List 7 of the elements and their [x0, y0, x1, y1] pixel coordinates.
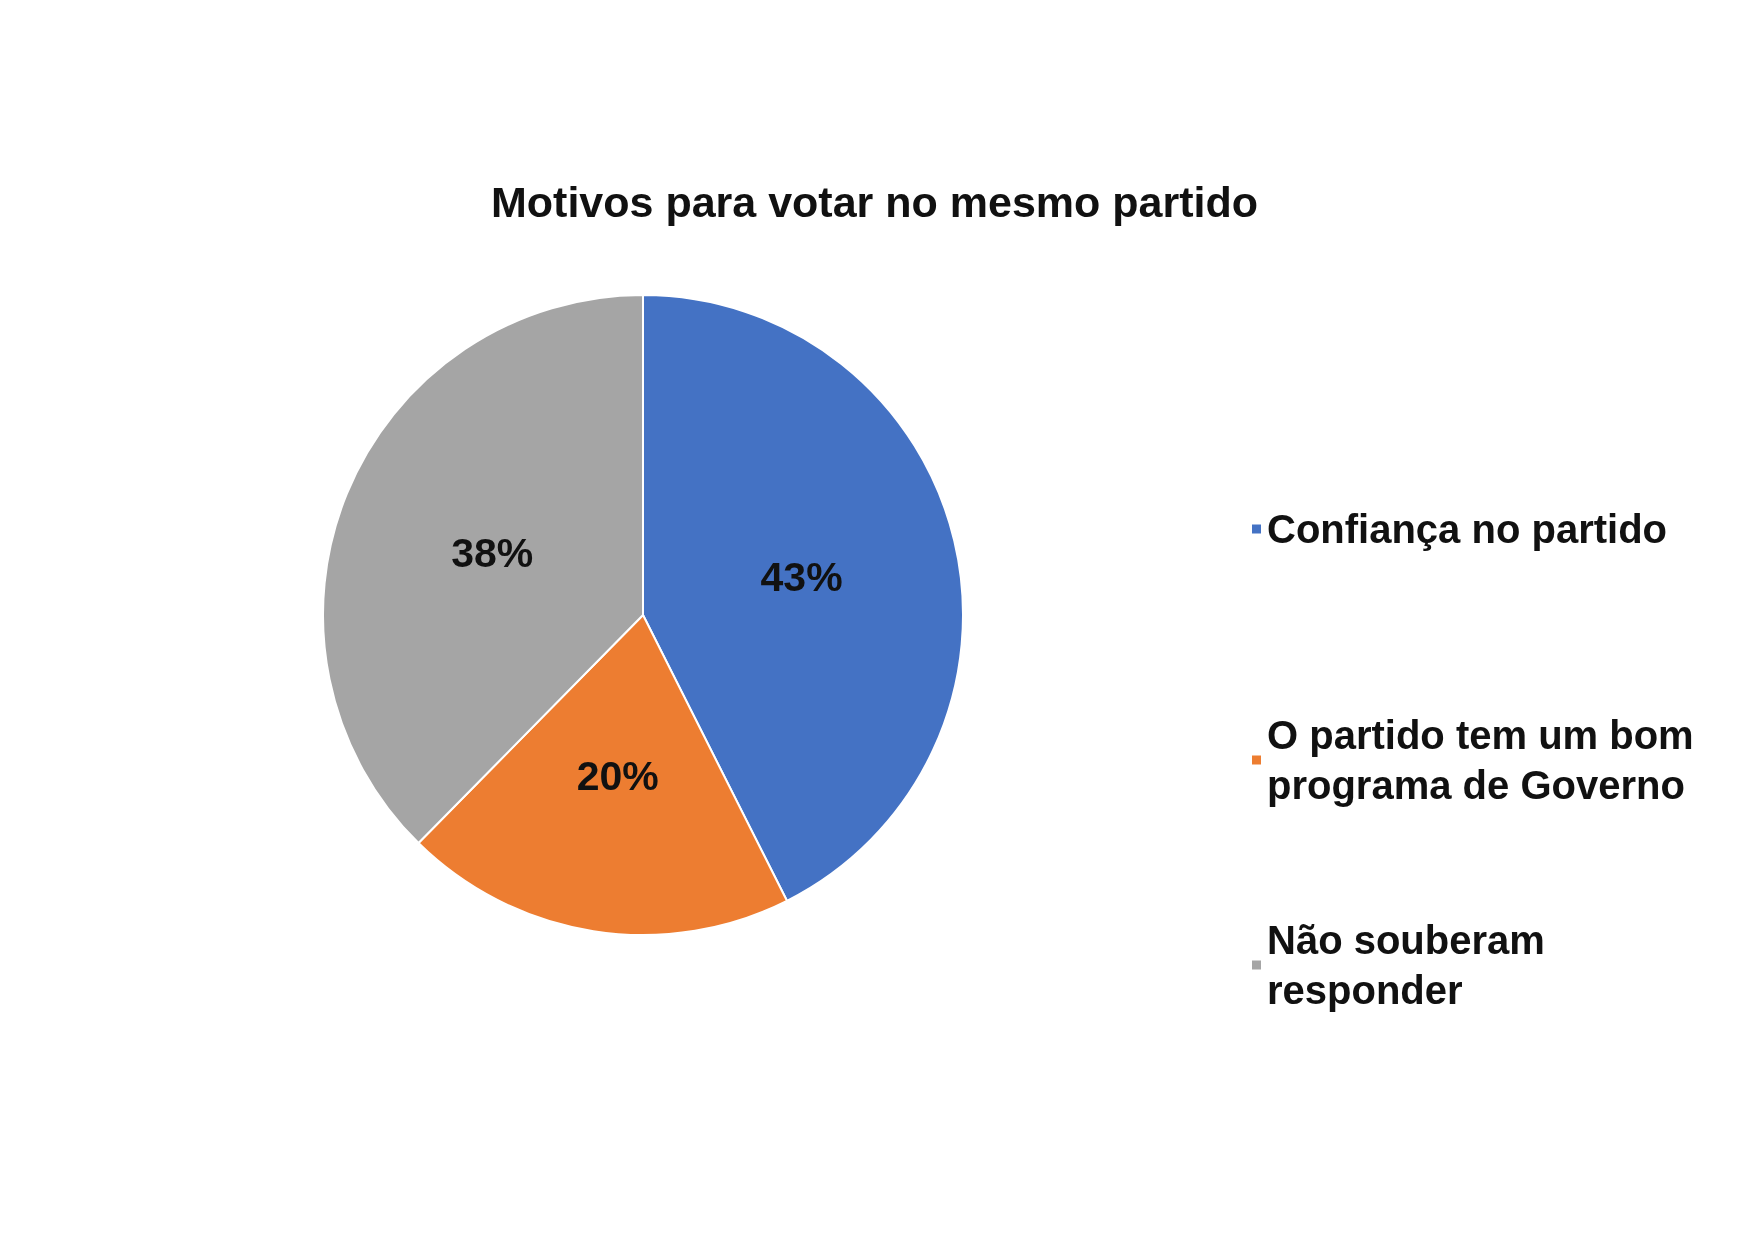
data-label: 20% [576, 753, 659, 800]
data-label: 43% [760, 554, 843, 601]
legend-label: Confiança no partido [1267, 507, 1667, 551]
data-label: 38% [451, 530, 534, 577]
chart-title: Motivos para votar no mesmo partido [491, 177, 1258, 226]
legend-label: O partido tem um bom programa de Governo [1267, 713, 1705, 807]
legend-label: Não souberam responder [1267, 918, 1556, 1012]
